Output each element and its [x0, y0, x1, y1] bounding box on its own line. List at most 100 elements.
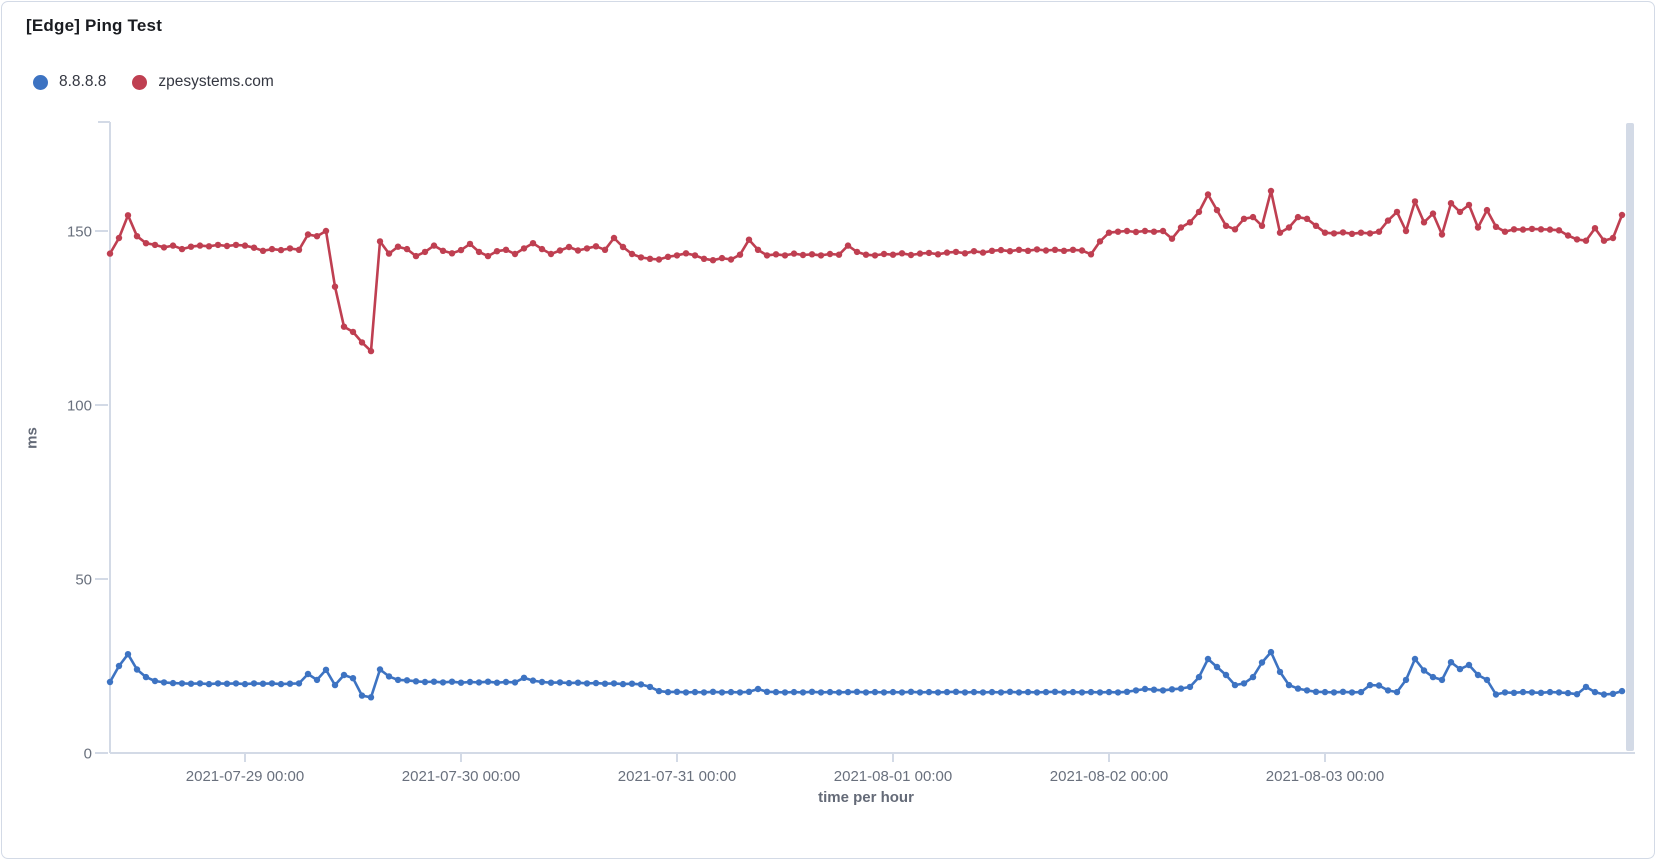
data-point[interactable]: [781, 252, 789, 259]
data-point[interactable]: [1330, 689, 1338, 696]
data-point[interactable]: [997, 689, 1005, 696]
data-point[interactable]: [655, 256, 663, 263]
data-point[interactable]: [880, 250, 888, 258]
data-point[interactable]: [556, 679, 564, 686]
data-point[interactable]: [1294, 213, 1302, 221]
data-point[interactable]: [610, 234, 618, 242]
data-point[interactable]: [151, 677, 159, 685]
data-point[interactable]: [1078, 689, 1086, 696]
data-point[interactable]: [997, 246, 1005, 254]
data-point[interactable]: [502, 246, 510, 253]
data-point[interactable]: [844, 242, 852, 249]
data-point[interactable]: [907, 251, 915, 259]
data-point[interactable]: [187, 243, 195, 250]
data-point[interactable]: [457, 679, 465, 686]
data-point[interactable]: [1573, 691, 1581, 698]
data-point[interactable]: [1249, 673, 1257, 681]
data-point[interactable]: [1231, 226, 1239, 233]
data-point[interactable]: [1375, 228, 1383, 235]
data-point[interactable]: [772, 688, 780, 696]
data-point[interactable]: [430, 242, 438, 249]
data-point[interactable]: [880, 689, 888, 696]
data-point[interactable]: [853, 688, 861, 695]
data-point[interactable]: [1528, 689, 1536, 696]
data-point[interactable]: [979, 249, 987, 256]
data-point[interactable]: [565, 679, 573, 687]
data-point[interactable]: [1105, 229, 1113, 236]
data-point[interactable]: [1492, 691, 1500, 698]
data-point[interactable]: [484, 252, 492, 260]
data-point[interactable]: [475, 679, 483, 686]
data-point[interactable]: [1546, 226, 1554, 233]
data-point[interactable]: [1006, 688, 1014, 695]
data-point[interactable]: [1519, 688, 1527, 696]
data-point[interactable]: [1420, 667, 1428, 674]
data-point[interactable]: [916, 689, 924, 696]
data-point[interactable]: [169, 242, 177, 249]
data-point[interactable]: [592, 679, 600, 687]
data-point[interactable]: [106, 250, 114, 257]
data-point[interactable]: [142, 673, 150, 681]
data-point[interactable]: [682, 250, 690, 257]
data-point[interactable]: [403, 245, 411, 253]
data-point[interactable]: [1042, 688, 1050, 696]
data-point[interactable]: [457, 246, 465, 254]
data-point[interactable]: [736, 251, 744, 258]
data-point[interactable]: [223, 680, 231, 687]
data-point[interactable]: [340, 323, 348, 330]
data-point[interactable]: [277, 680, 285, 688]
data-point[interactable]: [1177, 224, 1185, 231]
data-point[interactable]: [871, 688, 879, 696]
data-point[interactable]: [1051, 246, 1059, 253]
data-point[interactable]: [754, 685, 762, 693]
data-point[interactable]: [322, 666, 330, 673]
data-point[interactable]: [709, 257, 717, 264]
data-point[interactable]: [1033, 246, 1041, 253]
data-point[interactable]: [115, 234, 123, 242]
data-point[interactable]: [1195, 208, 1203, 216]
data-point[interactable]: [1456, 665, 1464, 673]
data-point[interactable]: [889, 688, 897, 696]
data-point[interactable]: [295, 680, 303, 687]
data-point[interactable]: [1303, 687, 1311, 694]
data-point[interactable]: [448, 250, 456, 257]
data-point[interactable]: [1060, 689, 1068, 696]
data-point[interactable]: [205, 243, 213, 250]
data-point[interactable]: [1033, 689, 1041, 696]
data-point[interactable]: [1258, 659, 1266, 666]
data-point[interactable]: [691, 688, 699, 696]
data-point[interactable]: [376, 666, 384, 673]
data-point[interactable]: [817, 252, 825, 259]
data-point[interactable]: [1618, 211, 1626, 219]
data-point[interactable]: [1510, 689, 1518, 696]
data-point[interactable]: [970, 688, 978, 696]
data-point[interactable]: [349, 328, 357, 336]
data-point[interactable]: [1285, 681, 1293, 689]
data-point[interactable]: [178, 245, 186, 253]
data-point[interactable]: [961, 689, 969, 696]
data-point[interactable]: [664, 253, 672, 260]
data-point[interactable]: [1510, 226, 1518, 233]
data-point[interactable]: [421, 678, 429, 686]
data-point[interactable]: [448, 678, 456, 685]
data-point[interactable]: [1330, 230, 1338, 237]
data-point[interactable]: [988, 688, 996, 696]
data-point[interactable]: [1069, 246, 1077, 253]
data-point[interactable]: [1564, 232, 1572, 239]
data-point[interactable]: [331, 681, 339, 689]
data-point[interactable]: [727, 688, 735, 696]
data-point[interactable]: [1267, 187, 1275, 195]
data-point[interactable]: [187, 680, 195, 687]
data-point[interactable]: [673, 688, 681, 695]
data-point[interactable]: [502, 678, 510, 686]
data-point[interactable]: [1150, 228, 1158, 235]
data-point[interactable]: [1564, 689, 1572, 697]
data-point[interactable]: [1114, 689, 1122, 696]
data-point[interactable]: [466, 678, 474, 686]
data-point[interactable]: [1618, 687, 1626, 695]
data-point[interactable]: [574, 679, 582, 686]
data-point[interactable]: [1465, 201, 1473, 209]
data-point[interactable]: [1609, 690, 1617, 697]
data-point[interactable]: [1078, 247, 1086, 254]
